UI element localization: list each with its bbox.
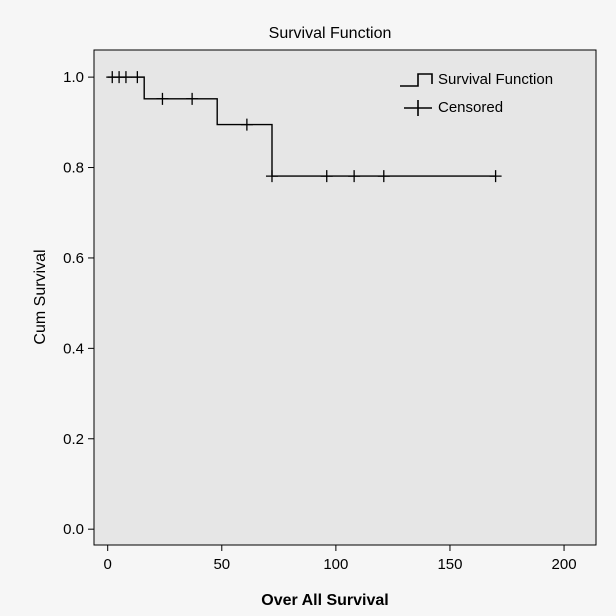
- y-tick-label: 0.0: [63, 521, 84, 538]
- x-tick-label: 100: [323, 556, 348, 573]
- censored-marker: [131, 71, 144, 84]
- y-tick-label: 0.6: [63, 250, 84, 267]
- y-tick-label: 0.8: [63, 160, 84, 177]
- legend: Survival Function Censored: [400, 71, 553, 116]
- y-tick-label: 0.2: [63, 431, 84, 448]
- censored-marker: [156, 92, 169, 105]
- x-tick-label: 150: [437, 556, 462, 573]
- legend-label-survival-function: Survival Function: [438, 71, 553, 88]
- x-axis: 0 50 100 150 200: [104, 545, 577, 573]
- y-tick-label: 0.4: [63, 340, 84, 357]
- censored-marker: [265, 170, 278, 183]
- legend-label-censored: Censored: [438, 99, 503, 116]
- y-axis: 0.0 0.2 0.4 0.6 0.8 1.0: [63, 69, 94, 538]
- x-axis-label: Over All Survival: [261, 592, 388, 609]
- censored-marker: [377, 170, 390, 183]
- chart-title: Survival Function: [269, 25, 392, 42]
- x-tick-label: 200: [552, 556, 577, 573]
- plot-area: [93, 49, 597, 546]
- censored-marker: [186, 92, 199, 105]
- censored-marker: [119, 71, 132, 84]
- x-tick-label: 0: [104, 556, 112, 573]
- x-tick-label: 50: [213, 556, 230, 573]
- censored-marker: [489, 170, 502, 183]
- censored-marker: [348, 170, 361, 183]
- censored-marker: [320, 170, 333, 183]
- series-layer: [106, 71, 502, 183]
- censored-marker: [240, 118, 253, 131]
- y-axis-label: Cum Survival: [32, 249, 49, 344]
- legend-step-symbol: [400, 73, 433, 87]
- y-tick-label: 1.0: [63, 69, 84, 86]
- survival-step-line: [107, 76, 496, 177]
